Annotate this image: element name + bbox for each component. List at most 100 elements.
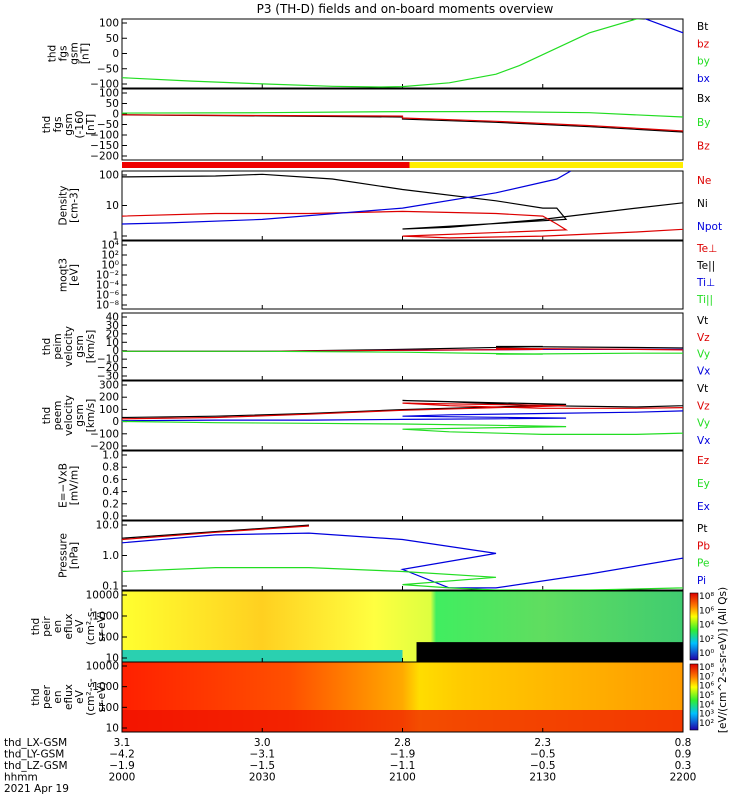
series-Vz — [122, 402, 683, 420]
y-axis-label: thd — [30, 618, 42, 635]
y-tick-label: 1000 — [92, 611, 119, 623]
panel-9: 10000 1000 100 10 thd peir en eflux eV (cm²-s-sr-… — [30, 590, 684, 665]
x-row-label: thd_LY-GSM — [4, 749, 64, 761]
y-tick-label: 0 — [112, 416, 119, 428]
y-tick-label: 0.2 — [102, 498, 119, 510]
series-Pt — [122, 524, 310, 539]
y-tick-label: 10 — [106, 200, 119, 212]
y-axis-label: [cm-3] — [69, 188, 81, 223]
legend-Ne: Ne — [697, 175, 711, 187]
mode-bar — [122, 162, 683, 168]
legend-Vt: Vt — [697, 315, 708, 327]
y-axis-label: [km/s] — [85, 330, 97, 364]
x-row-value: −0.5 — [530, 760, 556, 772]
colorbar-tick: 10⁴ — [699, 621, 714, 631]
y-axis-label: sr-eV) — [96, 611, 108, 642]
series-Pi — [122, 532, 683, 589]
series-Pe — [122, 566, 683, 590]
legend-Bt: Bt — [697, 21, 708, 33]
y-axis-label: eV — [74, 619, 86, 633]
legend-Vz: Vz — [697, 332, 710, 344]
spectrogram-band — [122, 710, 683, 732]
y-tick-label: −50 — [97, 119, 119, 131]
panel-frame — [121, 18, 684, 89]
x-row-value: 2130 — [529, 772, 556, 784]
y-axis-label: gsm — [74, 335, 86, 357]
series-Ne — [122, 210, 683, 239]
panel-7: 1.00.80.60.40.20.0 E=−VxB [mV/m] Ez Ey Ex — [58, 450, 710, 523]
x-row-value: 3.1 — [114, 737, 131, 749]
panel-10: 10000 1000 100 10 thd peer en eflux eV (cm²-s-sr-… — [30, 661, 684, 735]
series-Vy — [122, 350, 683, 373]
legend-by: by — [697, 56, 710, 68]
y-tick-label: 30 — [106, 320, 119, 332]
y-tick-label: 10⁻⁸ — [96, 300, 119, 312]
y-axis-label: gsm — [63, 113, 75, 135]
y-axis-label: thd — [47, 45, 59, 62]
legend-Vt: Vt — [697, 383, 708, 395]
y-tick-label: 0.8 — [102, 462, 119, 474]
colorbar — [689, 592, 699, 661]
legend-By: By — [697, 117, 710, 129]
colorbar-tick: 10³ — [699, 710, 714, 720]
x-row-value: 0.9 — [675, 749, 692, 761]
y-axis-label: thd — [41, 338, 53, 355]
y-tick-label: −20 — [97, 362, 119, 374]
x-row-value: −1.9 — [390, 749, 416, 761]
legend-Ex: Ex — [697, 501, 710, 513]
y-axis-label: (cm²-s- — [85, 678, 97, 716]
spectrogram-band — [122, 650, 403, 662]
colorbar-label: [eV/(cm^2-s-sr-eV)] (All Qs) — [717, 587, 729, 733]
y-axis-label: fgs — [52, 117, 64, 133]
x-row-value: 2.3 — [534, 737, 551, 749]
panel-frame — [121, 312, 684, 381]
colorbar-tick: 10⁸ — [699, 592, 714, 602]
y-tick-label: 300 — [99, 380, 119, 392]
mode-bar-slow — [409, 162, 683, 168]
x-row-value: 0.3 — [675, 760, 692, 772]
y-tick-label: 100 — [99, 404, 119, 416]
y-axis-label: eV — [74, 689, 86, 703]
colorbar-tick: 10² — [699, 635, 714, 645]
y-tick-label: 1000 — [92, 681, 119, 693]
y-tick-label: 100 — [99, 170, 119, 182]
x-row-label: thd_LZ-GSM — [4, 760, 68, 772]
y-tick-label: −100 — [90, 428, 119, 440]
legend-bx: bx — [697, 73, 710, 85]
series-Pb — [122, 525, 310, 541]
y-tick-label: 1 — [112, 231, 119, 243]
y-tick-label: 100 — [99, 88, 119, 100]
panel-frame — [121, 380, 684, 451]
y-tick-label: 40 — [106, 312, 119, 324]
y-axis-label: sr-eV) — [96, 682, 108, 713]
series-Vy — [122, 420, 683, 435]
series-Bz — [122, 114, 683, 132]
y-tick-label: 100 — [99, 702, 119, 714]
y-axis-label: thd — [41, 407, 53, 424]
y-axis-label: Density — [58, 186, 70, 226]
legend-bz: bz — [697, 38, 710, 50]
y-tick-label: 10 — [106, 723, 119, 735]
y-axis-label: gsm — [69, 42, 81, 64]
y-axis-label: [km/s] — [85, 399, 97, 433]
y-tick-label: 20 — [106, 328, 119, 340]
y-axis-label: peem — [52, 401, 64, 431]
y-axis-label: (cm²-s- — [85, 608, 97, 646]
y-tick-label: 1.0 — [102, 550, 119, 562]
legend-Ti⊥: Ti⊥ — [696, 277, 715, 289]
colorbar-tick: 10⁴ — [699, 700, 714, 710]
spectrogram-empty — [416, 642, 683, 662]
legend-Pt: Pt — [697, 523, 707, 535]
legend-Bz: Bz — [697, 140, 710, 152]
y-tick-label: 10⁻⁴ — [96, 280, 119, 292]
y-axis-label: [nT] — [85, 114, 97, 135]
x-row-label: thd_LX-GSM — [4, 737, 67, 749]
figure-title: P3 (TH-D) fields and on-board moments ov… — [257, 2, 554, 16]
legend-Vx: Vx — [697, 435, 710, 447]
series-Vt — [122, 399, 683, 419]
x-row-value: 2.8 — [394, 737, 411, 749]
x-row-value: −1.5 — [250, 760, 276, 772]
series-Vx — [122, 322, 683, 352]
